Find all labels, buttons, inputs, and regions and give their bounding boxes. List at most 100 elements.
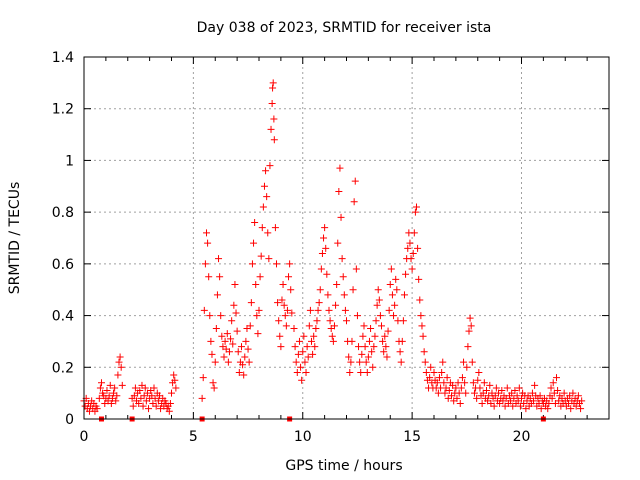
data-point [443,374,451,382]
data-point [385,306,393,314]
data-point [201,260,209,268]
data-point [390,312,398,320]
data-point [247,299,255,307]
data-point [438,368,446,376]
data-point [515,384,523,392]
data-point [171,376,179,384]
data-point [204,239,212,247]
data-point [439,358,447,366]
data-point [547,384,555,392]
data-point [465,327,473,335]
data-point [303,343,311,351]
data-point [368,348,376,356]
data-point [466,314,474,322]
data-point [292,358,300,366]
data-point [463,363,471,371]
data-point [221,337,229,345]
data-point [387,265,395,273]
data-point [346,368,354,376]
grid-lines [84,57,609,419]
data-point [212,325,220,332]
data-point [98,379,105,387]
data-point [420,348,428,356]
data-point [276,332,284,340]
data-point [374,286,382,294]
data-point [210,384,218,392]
data-point [217,312,225,320]
data-point [93,405,101,413]
data-point [339,273,347,281]
data-point [165,407,173,415]
data-point [398,337,406,345]
data-point [302,368,310,376]
data-point [264,229,272,237]
data-point [433,379,441,387]
data-point [228,317,236,325]
data-point [455,389,463,397]
data-point [391,301,399,309]
data-point [414,244,422,252]
data-point [279,281,287,289]
data-point [274,299,282,307]
data-point [461,379,469,387]
data-point [213,291,221,299]
data-point [229,340,237,348]
data-point [335,187,343,195]
data-point [545,399,553,407]
data-point [241,353,249,361]
data-point [311,343,319,351]
data-point [410,229,418,237]
data-point [467,322,475,330]
data-point [470,389,478,397]
data-point [131,384,139,392]
data-point [255,306,263,314]
data-point [252,281,260,289]
data-point [426,374,434,382]
data-point [574,392,582,400]
data-point [234,348,242,356]
data-point [310,332,318,340]
data-point [96,384,104,392]
data-point [458,374,466,382]
data-point [378,322,385,330]
data-point [492,384,500,392]
data-point [170,371,178,379]
data-point [357,368,365,376]
data-point [231,281,239,289]
data-point [380,348,388,356]
data-point [332,301,340,309]
data-point [376,312,384,320]
data-point [287,286,295,294]
data-point [253,312,261,320]
data-point [235,368,243,376]
data-point [129,402,137,410]
x-tick-label: 20 [513,429,531,445]
y-tick-label: 0.6 [52,257,74,273]
data-point [145,405,153,413]
data-points [80,79,586,422]
data-point [577,405,585,413]
data-point [445,387,453,395]
data-point [383,353,391,361]
data-point [370,343,378,351]
data-point [336,164,344,172]
x-tick-label: 10 [294,429,312,445]
data-point [544,405,552,413]
data-point [359,332,367,340]
data-point [407,255,415,263]
data-point [172,384,180,392]
data-point [416,296,424,304]
data-point [232,309,240,317]
data-point [285,273,293,281]
data-point [349,286,357,294]
data-point [503,384,511,392]
data-point [95,394,103,402]
data-point [345,353,353,361]
data-point [404,244,412,252]
data-point [200,306,208,314]
data-point [352,265,360,273]
data-point [112,397,120,405]
data-point [111,384,119,392]
